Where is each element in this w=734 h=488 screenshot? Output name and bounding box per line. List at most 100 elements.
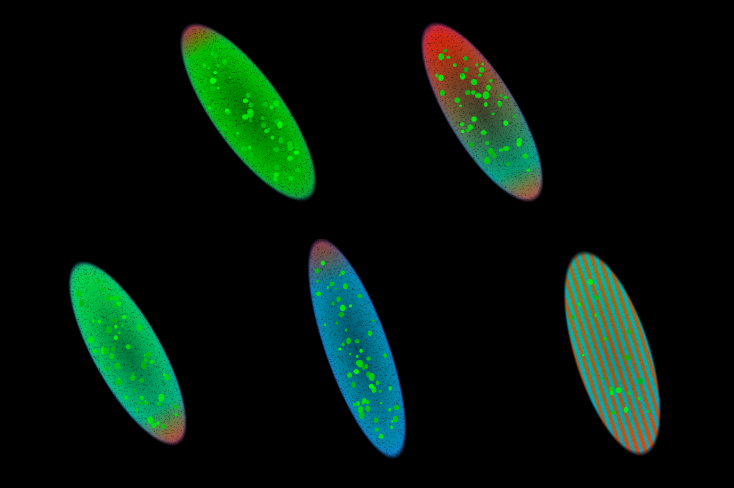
Ellipse shape (616, 387, 622, 393)
Ellipse shape (349, 353, 351, 355)
Ellipse shape (611, 410, 617, 415)
Ellipse shape (366, 400, 369, 404)
Ellipse shape (273, 173, 279, 178)
Ellipse shape (125, 396, 128, 400)
Ellipse shape (341, 271, 345, 275)
Ellipse shape (460, 123, 464, 127)
Ellipse shape (498, 102, 501, 105)
Ellipse shape (379, 390, 382, 393)
Ellipse shape (342, 343, 345, 346)
Ellipse shape (379, 436, 381, 438)
Ellipse shape (492, 113, 495, 116)
Ellipse shape (112, 319, 118, 323)
Ellipse shape (264, 130, 269, 134)
Ellipse shape (287, 157, 293, 162)
Ellipse shape (438, 76, 444, 81)
Ellipse shape (139, 379, 144, 383)
Ellipse shape (380, 402, 382, 405)
Ellipse shape (610, 391, 614, 396)
Ellipse shape (79, 300, 84, 307)
Ellipse shape (499, 149, 504, 152)
Ellipse shape (294, 151, 299, 156)
Ellipse shape (481, 131, 487, 136)
Ellipse shape (602, 377, 605, 380)
Ellipse shape (330, 282, 335, 286)
Ellipse shape (466, 130, 470, 133)
Ellipse shape (268, 128, 271, 131)
Ellipse shape (174, 413, 178, 417)
Ellipse shape (111, 346, 115, 351)
Ellipse shape (346, 338, 351, 345)
Ellipse shape (247, 153, 253, 161)
Ellipse shape (463, 57, 468, 61)
Ellipse shape (226, 111, 230, 116)
Ellipse shape (464, 68, 468, 73)
Ellipse shape (595, 314, 597, 318)
Ellipse shape (114, 296, 119, 301)
Ellipse shape (484, 103, 487, 107)
Ellipse shape (594, 296, 597, 300)
Ellipse shape (261, 117, 265, 121)
Ellipse shape (356, 361, 362, 366)
Ellipse shape (287, 142, 293, 147)
Ellipse shape (376, 381, 379, 386)
Ellipse shape (92, 320, 95, 323)
Ellipse shape (637, 378, 643, 385)
Ellipse shape (388, 386, 392, 391)
Ellipse shape (101, 347, 106, 355)
Ellipse shape (595, 296, 599, 301)
Ellipse shape (278, 138, 283, 144)
Ellipse shape (222, 60, 227, 66)
Ellipse shape (116, 379, 122, 386)
Ellipse shape (484, 158, 490, 165)
Ellipse shape (269, 106, 273, 110)
Ellipse shape (211, 53, 214, 56)
Ellipse shape (133, 389, 136, 392)
Ellipse shape (609, 386, 614, 393)
Ellipse shape (112, 304, 117, 308)
Ellipse shape (103, 347, 109, 355)
Ellipse shape (109, 354, 115, 360)
Ellipse shape (98, 320, 101, 324)
Ellipse shape (637, 397, 641, 400)
Ellipse shape (383, 353, 387, 358)
Ellipse shape (164, 374, 170, 381)
Ellipse shape (379, 434, 383, 439)
Ellipse shape (391, 420, 393, 423)
Ellipse shape (355, 340, 360, 344)
Ellipse shape (459, 74, 465, 81)
Ellipse shape (208, 68, 210, 70)
Ellipse shape (454, 98, 460, 104)
Ellipse shape (343, 284, 348, 290)
Ellipse shape (283, 172, 286, 177)
Ellipse shape (628, 391, 631, 395)
Ellipse shape (283, 173, 287, 177)
Ellipse shape (106, 345, 109, 346)
Ellipse shape (277, 122, 283, 129)
Ellipse shape (114, 336, 118, 340)
Ellipse shape (368, 373, 374, 381)
Ellipse shape (368, 384, 374, 389)
Ellipse shape (356, 355, 358, 358)
Ellipse shape (145, 400, 146, 403)
Ellipse shape (287, 145, 293, 152)
Ellipse shape (246, 93, 250, 99)
Ellipse shape (478, 74, 482, 78)
Ellipse shape (485, 142, 489, 146)
Ellipse shape (126, 345, 131, 349)
Ellipse shape (453, 64, 457, 68)
Ellipse shape (471, 91, 476, 96)
Ellipse shape (357, 360, 363, 368)
Ellipse shape (294, 152, 297, 154)
Ellipse shape (349, 305, 352, 308)
Ellipse shape (363, 399, 365, 402)
Ellipse shape (106, 295, 111, 302)
Ellipse shape (506, 163, 510, 167)
Ellipse shape (263, 103, 268, 107)
Ellipse shape (214, 72, 217, 75)
Ellipse shape (624, 407, 628, 413)
Ellipse shape (288, 177, 294, 182)
Ellipse shape (295, 168, 300, 173)
Ellipse shape (471, 80, 477, 86)
Ellipse shape (295, 143, 299, 147)
